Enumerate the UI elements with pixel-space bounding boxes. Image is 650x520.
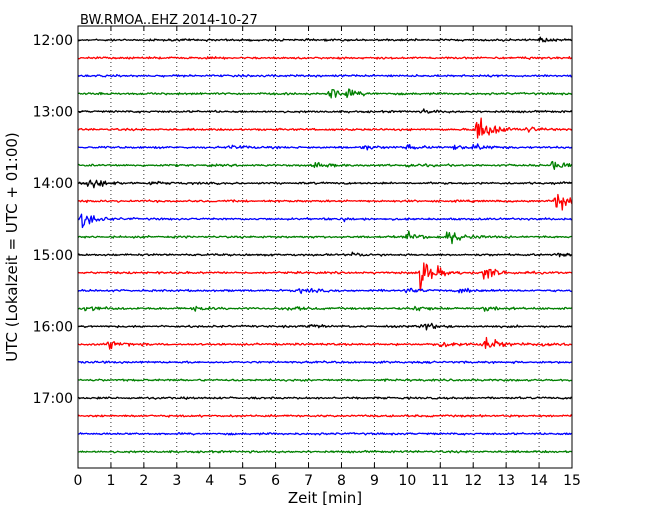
trace-line bbox=[77, 336, 573, 350]
x-tick-label: 5 bbox=[238, 473, 247, 489]
trace-line bbox=[77, 305, 573, 312]
y-tick-label: 16:00 bbox=[33, 319, 73, 335]
trace-line bbox=[77, 413, 573, 418]
plot-frame bbox=[77, 25, 573, 469]
x-tick-label: 7 bbox=[304, 473, 313, 489]
x-tick-label: 3 bbox=[172, 473, 181, 489]
trace-line bbox=[77, 262, 573, 292]
x-tick-label: 6 bbox=[271, 473, 280, 489]
y-tick-label: 15:00 bbox=[33, 248, 73, 264]
trace-line bbox=[77, 88, 573, 99]
trace-line bbox=[77, 143, 573, 151]
x-axis-ticks: 0 1 2 3 4 5 6 7 8 9 10 11 12 13 14 15 bbox=[74, 26, 581, 489]
x-tick-label: 14 bbox=[530, 473, 548, 489]
y-axis-ticks: 12:00 13:00 14:00 15:00 16:00 17:00 bbox=[33, 33, 572, 407]
trace-line bbox=[77, 251, 573, 258]
trace-line bbox=[77, 449, 573, 454]
x-tick-label: 10 bbox=[398, 473, 416, 489]
trace-line bbox=[77, 56, 573, 60]
vertical-grid bbox=[110, 26, 540, 468]
x-tick-label: 12 bbox=[464, 473, 482, 489]
trace-line bbox=[77, 213, 573, 229]
x-tick-label: 2 bbox=[139, 473, 148, 489]
trace-line bbox=[77, 160, 573, 170]
traces bbox=[77, 36, 573, 454]
x-tick-label: 9 bbox=[370, 473, 379, 489]
x-tick-label: 15 bbox=[563, 473, 581, 489]
trace-line bbox=[77, 193, 573, 211]
trace-line bbox=[77, 117, 573, 139]
x-tick-label: 4 bbox=[205, 473, 214, 489]
trace-line bbox=[77, 396, 573, 400]
trace-line bbox=[77, 378, 573, 382]
trace-line bbox=[77, 360, 573, 365]
x-axis-label: Zeit [min] bbox=[288, 489, 362, 507]
y-tick-label: 17:00 bbox=[33, 391, 73, 407]
x-tick-label: 8 bbox=[337, 473, 346, 489]
trace-line bbox=[77, 36, 573, 43]
chart-title: BW.RMOA..EHZ 2014-10-27 bbox=[80, 13, 258, 28]
y-axis-label: UTC (Lokalzeit = UTC + 01:00) bbox=[3, 132, 21, 362]
trace-line bbox=[77, 108, 573, 114]
y-tick-label: 13:00 bbox=[33, 105, 73, 121]
trace-line bbox=[77, 287, 573, 295]
trace-line bbox=[77, 179, 573, 189]
y-tick-label: 12:00 bbox=[33, 33, 73, 49]
x-tick-label: 1 bbox=[106, 473, 115, 489]
trace-line bbox=[77, 432, 573, 436]
x-tick-label: 13 bbox=[497, 473, 515, 489]
y-tick-label: 14:00 bbox=[33, 176, 73, 192]
trace-line bbox=[77, 73, 573, 78]
trace-line bbox=[77, 230, 573, 245]
x-tick-label: 11 bbox=[431, 473, 449, 489]
trace-line bbox=[77, 322, 573, 331]
x-tick-label: 0 bbox=[74, 473, 83, 489]
